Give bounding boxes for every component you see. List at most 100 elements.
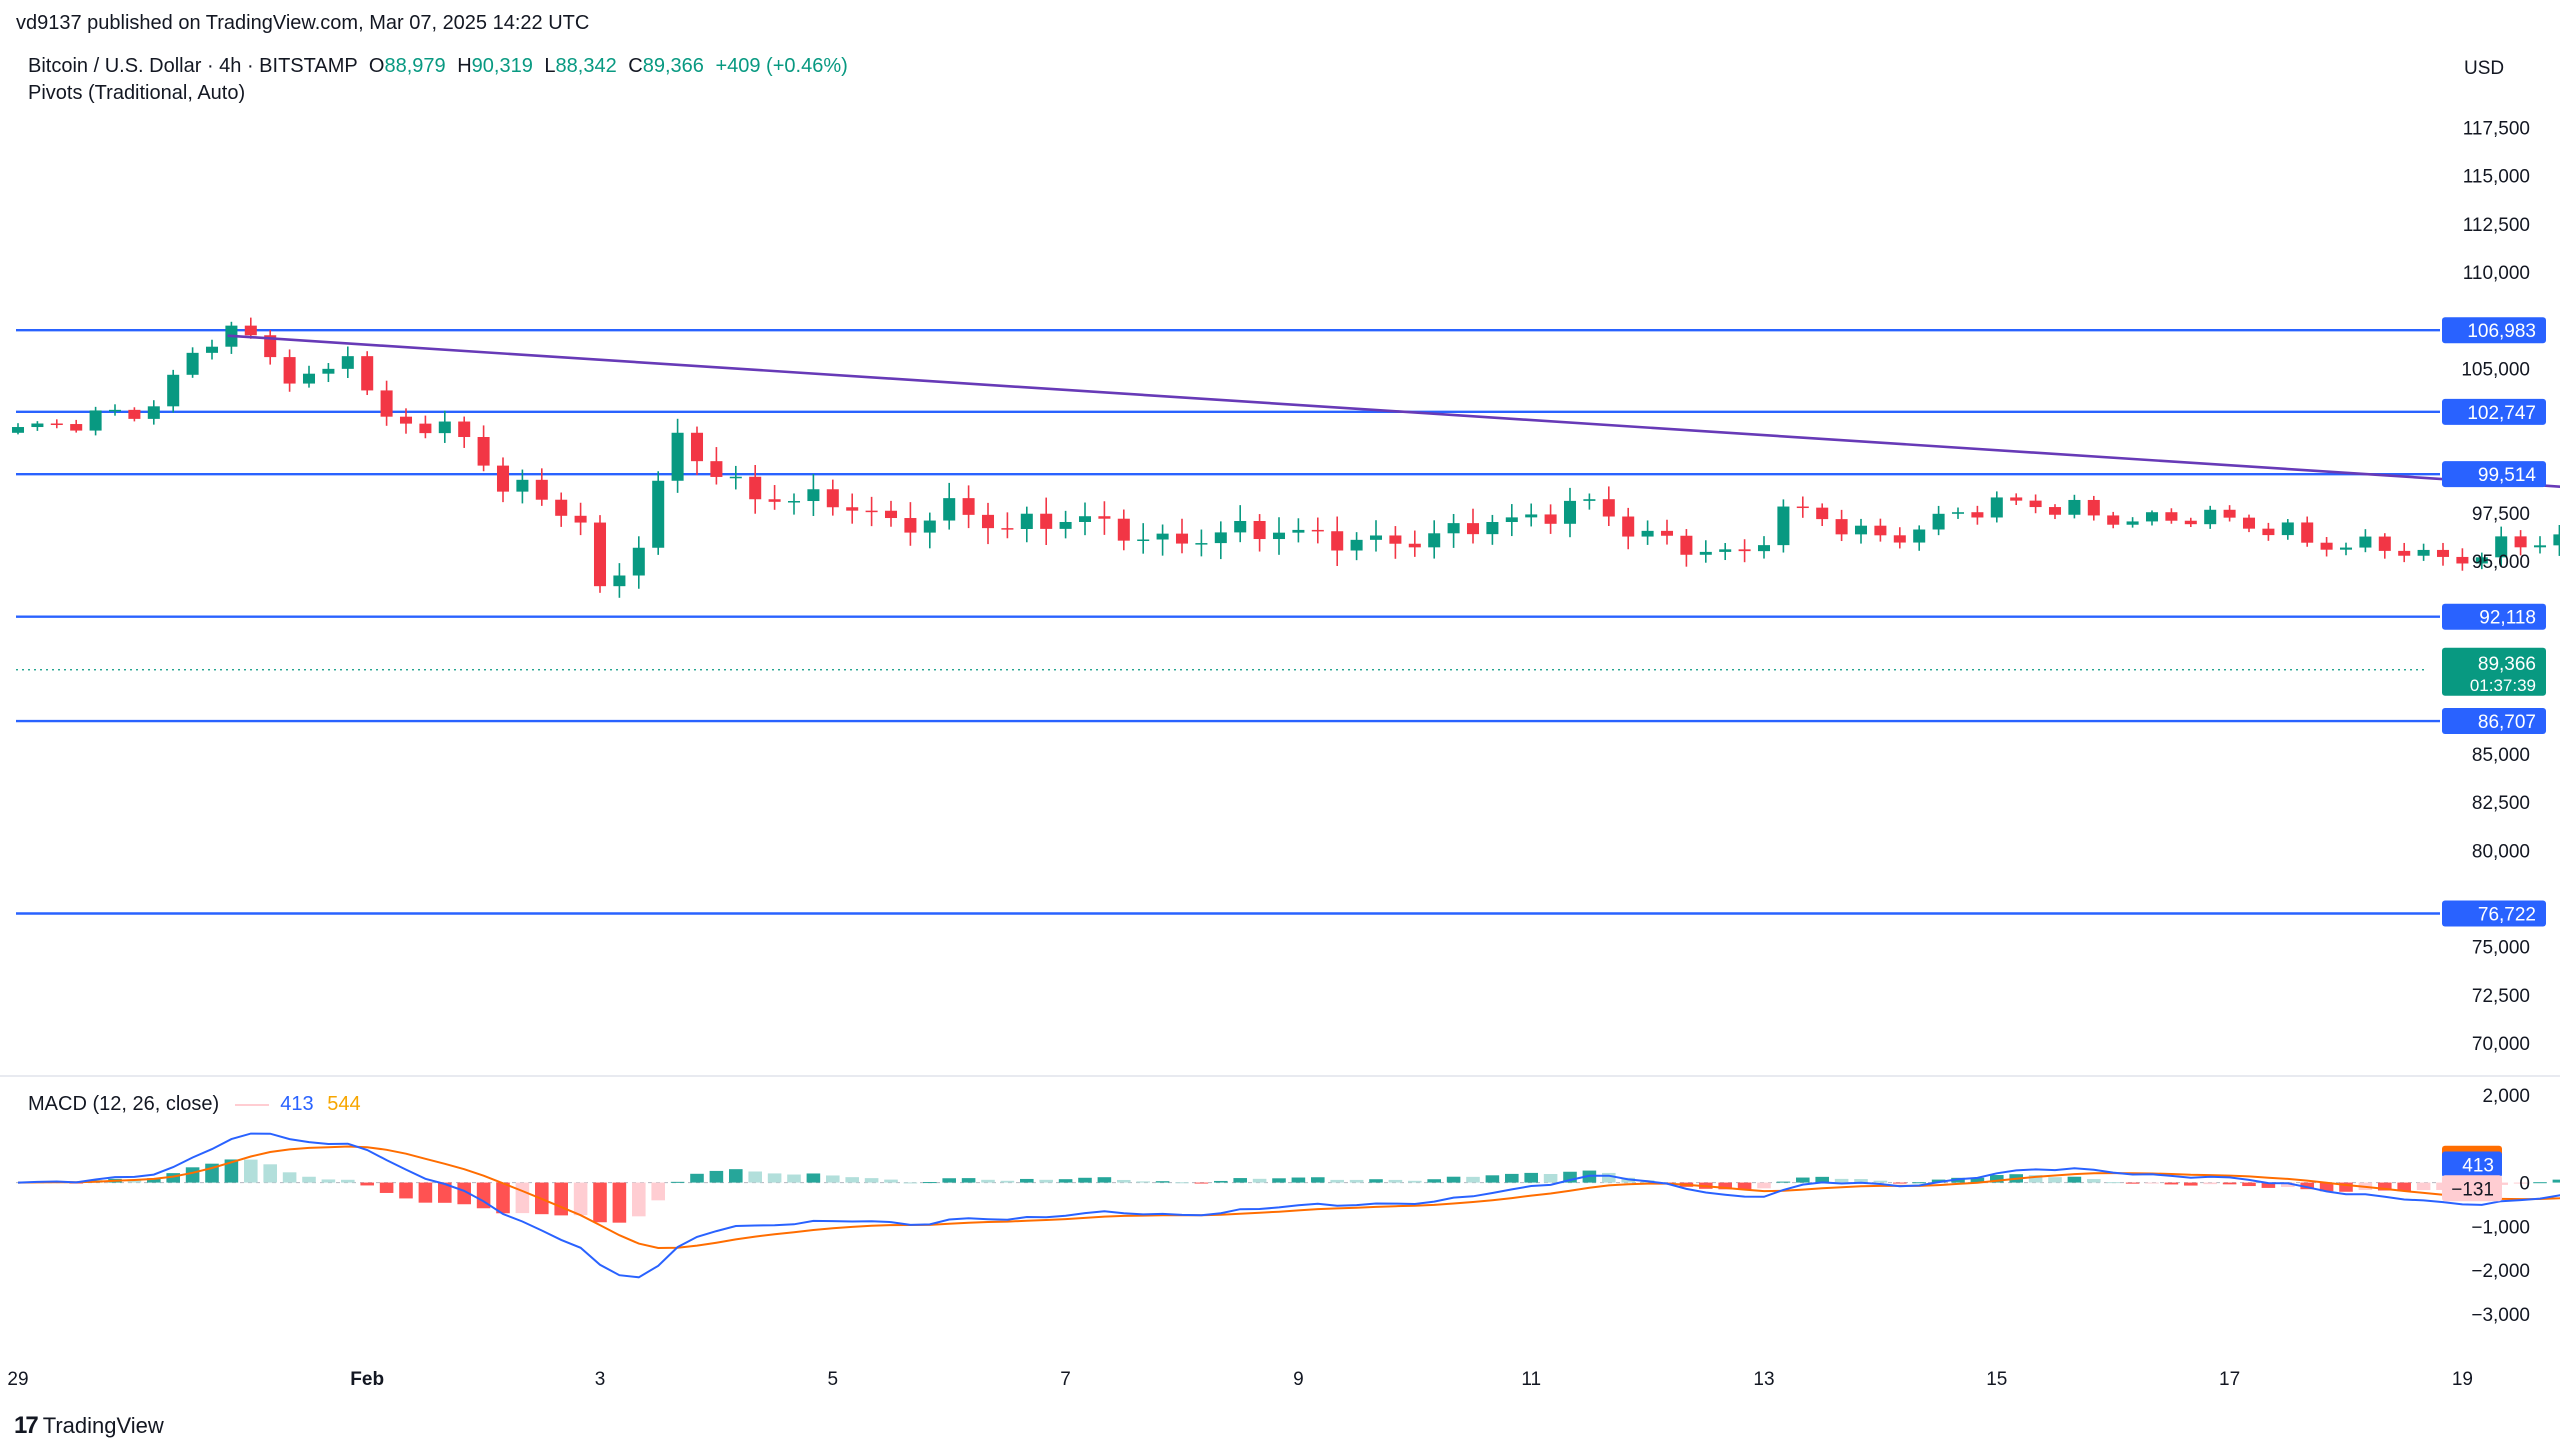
macd-hist-bar (884, 1179, 898, 1183)
price-tick-label: 70,000 (2472, 1034, 2530, 1055)
candle-body (302, 373, 316, 384)
candle-body (1292, 529, 1305, 533)
macd-hist-bar (2203, 1182, 2217, 1185)
candle-body (2010, 497, 2023, 501)
candle-body (593, 522, 607, 587)
candle (2029, 494, 2042, 514)
macd-hist-bar (1466, 1176, 1480, 1183)
candle-body (1525, 514, 1538, 518)
level-price-badge: 102,747 (2467, 403, 2536, 424)
macd-hist-bar (612, 1182, 627, 1223)
candle-body (962, 498, 975, 515)
candle-body (1408, 543, 1421, 548)
macd-hist-bar (1000, 1180, 1015, 1183)
candle (2417, 543, 2430, 561)
candle-body (1020, 513, 1033, 530)
macd-hist-bar (670, 1181, 685, 1183)
candle (2087, 495, 2100, 521)
candle-body (1641, 530, 1654, 537)
candle (574, 502, 587, 536)
macd-hist-bar (1155, 1181, 1170, 1183)
price-tick-label: 85,000 (2472, 745, 2530, 766)
candle (1466, 508, 1480, 544)
candle (2145, 510, 2159, 526)
candle-body (1505, 517, 1518, 523)
candle-body (2456, 556, 2469, 564)
last-price-badge-bg (2442, 647, 2546, 696)
candle-body (2553, 534, 2560, 546)
candle (438, 410, 451, 443)
candle-body (458, 421, 471, 438)
candle (1583, 493, 1596, 510)
candle (1486, 514, 1499, 545)
macd-legend[interactable]: MACD (12, 26, close) 413 544 (28, 1093, 361, 1116)
macd-hist-swatch (234, 1103, 269, 1106)
candle-body (1971, 512, 1984, 518)
change-value: +409 (+0.46%) (715, 55, 848, 77)
price-tick-label: 117,500 (2463, 118, 2530, 139)
candle (225, 321, 238, 354)
candle-body (516, 479, 529, 492)
macd-hist-bar (224, 1159, 239, 1183)
candle-body (807, 489, 820, 502)
candle (1001, 512, 1014, 539)
candle-body (2533, 545, 2547, 548)
candle-body (128, 409, 141, 419)
macd-hist-bar (1020, 1178, 1034, 1183)
candle-body (1234, 520, 1247, 533)
candle-body (1389, 535, 1402, 544)
candle (749, 465, 762, 514)
candle-body (2048, 507, 2062, 515)
price-tick-label: 82,500 (2472, 793, 2530, 814)
macd-hist-bar (1272, 1178, 1286, 1183)
close-label: C (628, 55, 643, 77)
candle-body (2495, 536, 2508, 558)
macd-hist-bar (1757, 1182, 1771, 1189)
candle-body (89, 410, 102, 431)
macd-hist-bar (942, 1178, 956, 1183)
symbol-name: Bitcoin / U.S. Dollar · 4h · BITSTAMP (28, 55, 358, 77)
tradingview-logo[interactable]: 17 TradingView (14, 1412, 164, 1440)
candle-body (2087, 499, 2100, 516)
time-tick-label: 15 (1986, 1369, 2007, 1390)
macd-hist-bar (2087, 1179, 2101, 1183)
candle (2495, 526, 2508, 568)
macd-hist-bar (748, 1171, 762, 1183)
candle-body (31, 423, 44, 428)
candle-body (555, 499, 568, 516)
macd-hist-bar (1796, 1177, 1810, 1183)
candle (89, 406, 102, 436)
candle-body (1583, 499, 1596, 501)
symbol-legend: Bitcoin / U.S. Dollar · 4h · BITSTAMP O8… (28, 55, 848, 78)
candle-body (1680, 535, 1693, 555)
candle (1040, 497, 1053, 545)
macd-hist-bar (1931, 1179, 1946, 1183)
pivots-indicator-label[interactable]: Pivots (Traditional, Auto) (28, 82, 246, 104)
time-tick-label: 11 (1521, 1369, 1541, 1390)
level-price-badge-bg (2442, 398, 2546, 425)
level-price-badge: 76,722 (2478, 905, 2536, 926)
candle-body (1990, 497, 2003, 518)
macd-hist-bar (2416, 1182, 2431, 1191)
candle (1680, 529, 1693, 567)
macd-hist-bar (1854, 1179, 1868, 1183)
macd-hist-bar (981, 1179, 995, 1183)
candle (1389, 526, 1402, 559)
macd-line (17, 1132, 2560, 1279)
candle-body (205, 346, 219, 353)
macd-hist-bar (1990, 1175, 2004, 1183)
candle (1544, 504, 1557, 534)
macd-tick-label: 2,000 (2482, 1086, 2530, 1107)
candle-body (846, 507, 859, 511)
candle (710, 447, 723, 485)
candle (1098, 501, 1111, 535)
price-tick-label: 95,000 (2472, 552, 2530, 573)
candle-body (652, 480, 665, 548)
candle (70, 419, 83, 433)
macd-hist-bar (2242, 1182, 2256, 1187)
candle (302, 365, 316, 388)
macd-hist-bar (1912, 1182, 1926, 1184)
candle-body (826, 489, 839, 508)
macd-hist-bar (1776, 1181, 1791, 1183)
